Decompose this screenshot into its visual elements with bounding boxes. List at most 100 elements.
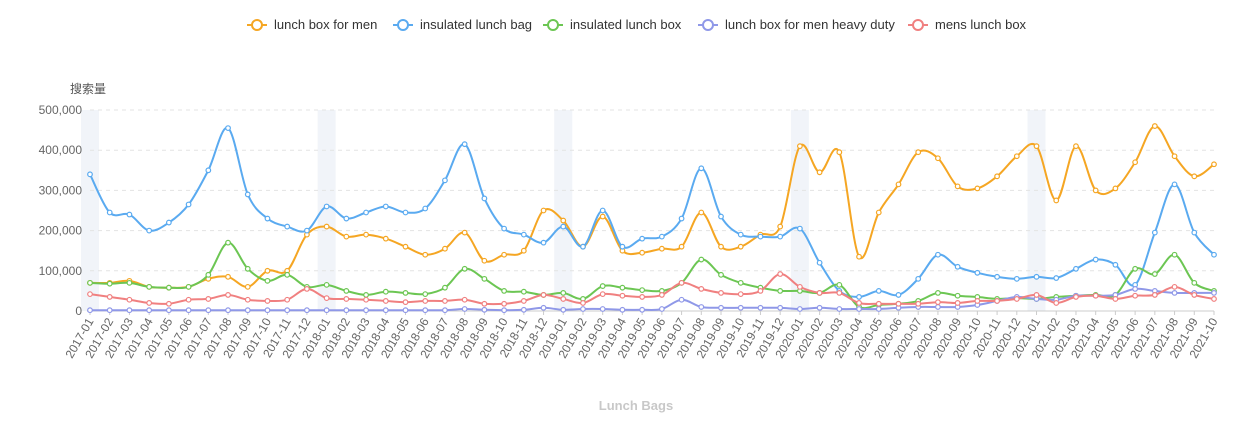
data-point (678, 296, 685, 303)
data-point (816, 290, 823, 296)
data-point (363, 209, 369, 216)
data-point (915, 275, 922, 282)
data-point (796, 283, 803, 290)
highlight-band (554, 110, 573, 311)
data-point (1151, 292, 1158, 298)
data-point (402, 243, 409, 250)
data-point (974, 185, 981, 192)
data-point (1033, 143, 1040, 150)
data-point (1112, 185, 1119, 192)
data-point (165, 219, 172, 226)
data-point (639, 235, 646, 242)
data-point (264, 307, 271, 314)
data-point (402, 209, 409, 216)
legend-marker (702, 19, 714, 31)
data-point (816, 259, 823, 266)
data-point (777, 304, 784, 311)
data-point (560, 217, 567, 224)
legend-label: lunch box for men (274, 17, 377, 32)
data-point (954, 300, 961, 306)
legend-label: insulated lunch bag (420, 17, 532, 32)
data-point (580, 300, 586, 306)
data-point (540, 239, 547, 246)
data-point (796, 143, 803, 150)
data-point (87, 307, 93, 314)
data-point (481, 195, 488, 202)
data-point (87, 279, 93, 286)
data-point (87, 171, 93, 178)
data-point (382, 298, 389, 304)
data-point (1013, 153, 1020, 160)
legend-label: insulated lunch box (570, 17, 682, 32)
data-point (461, 229, 468, 236)
data-point (1033, 273, 1040, 280)
data-point (264, 277, 271, 284)
data-point (658, 245, 665, 252)
data-point (520, 288, 527, 295)
data-point (698, 256, 705, 263)
data-point (619, 306, 626, 313)
data-point (1053, 197, 1060, 204)
data-point (185, 201, 192, 208)
legend-item: insulated lunch bag (393, 17, 532, 32)
data-point (284, 271, 291, 278)
legend-item: lunch box for men heavy duty (698, 17, 895, 32)
data-point (205, 271, 212, 278)
data-point (856, 300, 862, 306)
data-point (461, 141, 468, 148)
data-point (935, 290, 941, 296)
data-point (599, 283, 606, 289)
data-point (244, 191, 251, 198)
data-point (836, 149, 843, 156)
data-point (323, 223, 330, 230)
data-point (1191, 279, 1198, 286)
data-point (225, 239, 231, 246)
data-point (343, 288, 350, 294)
legend-marker (912, 19, 924, 31)
data-point (599, 207, 606, 214)
data-point (954, 292, 961, 299)
data-point (520, 306, 527, 313)
data-point (382, 203, 389, 210)
data-point (363, 307, 369, 314)
data-point (165, 300, 172, 307)
data-point (1171, 251, 1178, 258)
data-point (225, 307, 231, 314)
data-point (1211, 296, 1217, 302)
data-point (205, 167, 212, 174)
data-point (796, 306, 803, 312)
data-point (501, 300, 508, 307)
data-point (718, 304, 724, 311)
data-point (1132, 285, 1139, 292)
data-point (895, 300, 902, 307)
data-point (718, 243, 724, 250)
data-point (580, 306, 586, 312)
data-point (698, 209, 705, 216)
data-point (225, 273, 231, 280)
data-point (935, 299, 941, 306)
data-point (718, 213, 724, 220)
data-point (501, 307, 508, 314)
data-point (658, 306, 665, 312)
data-point (639, 306, 646, 313)
data-point (994, 173, 1000, 180)
data-point (1112, 261, 1119, 268)
data-point (1073, 265, 1079, 272)
data-point (481, 306, 488, 313)
data-point (974, 298, 981, 304)
data-point (442, 245, 448, 252)
data-point (422, 205, 429, 212)
data-point (87, 291, 93, 298)
data-point (1132, 265, 1139, 272)
data-point (146, 300, 153, 306)
data-point (1211, 251, 1217, 258)
legend-label: mens lunch box (935, 17, 1027, 32)
y-tick-label: 400,000 (39, 143, 83, 157)
data-point (1053, 300, 1060, 306)
data-point (146, 227, 153, 234)
data-point (658, 233, 665, 240)
highlight-band (1027, 110, 1046, 311)
data-point (836, 306, 843, 312)
data-point (540, 207, 547, 214)
